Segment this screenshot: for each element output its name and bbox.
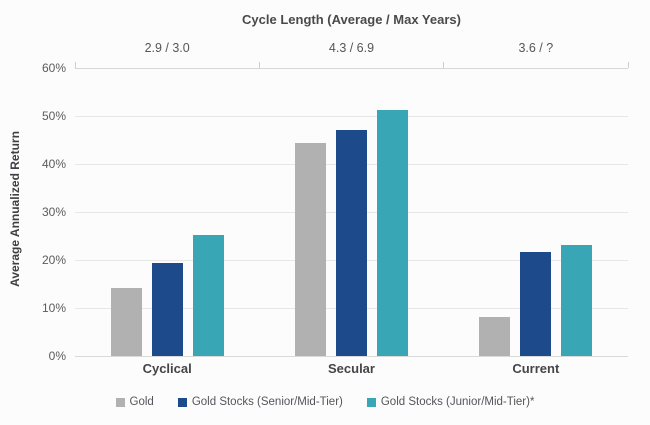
top-axis-tick	[258, 62, 260, 68]
legend-item-series1: Gold	[115, 396, 154, 408]
legend: Gold Gold Stocks (Senior/Mid-Tier) Gold St…	[0, 396, 650, 408]
bar-secular-series2	[336, 130, 367, 356]
y-axis-tick-label: 0%	[48, 349, 66, 363]
legend-swatch-icon	[177, 397, 187, 407]
legend-label: Gold	[129, 396, 154, 408]
top-axis-tick	[443, 62, 445, 68]
bar-current-series1	[479, 316, 511, 356]
gridline	[75, 116, 628, 117]
y-axis-title: Average Annualized Return	[8, 131, 22, 287]
top-axis-tick	[74, 62, 76, 68]
legend-item-series2: Gold Stocks (Senior/Mid-Tier)	[177, 396, 343, 408]
cycle-length-label: 2.9 / 3.0	[144, 41, 190, 55]
y-axis-tick-label: 50%	[41, 109, 66, 123]
legend-label: Gold Stocks (Junior/Mid-Tier)*	[380, 396, 535, 408]
legend-swatch-icon	[366, 397, 376, 407]
x-axis-baseline	[75, 356, 628, 357]
bar-secular-series3	[377, 110, 408, 356]
legend-swatch-icon	[115, 397, 125, 407]
bar-cyclical-series3	[192, 234, 224, 356]
category-label-secular: Secular	[328, 361, 375, 376]
y-axis-tick-label: 30%	[41, 205, 66, 219]
cycle-length-label: 4.3 / 6.9	[328, 41, 375, 55]
category-label-current: Current	[512, 361, 560, 376]
bar-cyclical-series2	[151, 263, 183, 356]
cycle-length-label: 3.6 / ?	[518, 41, 554, 55]
top-axis-tick	[627, 62, 629, 68]
y-axis-tick-label: 60%	[41, 61, 66, 75]
y-axis-tick-label: 40%	[41, 157, 66, 171]
bar-cyclical-series1	[110, 287, 142, 356]
bar-current-series2	[520, 251, 552, 356]
legend-item-series3: Gold Stocks (Junior/Mid-Tier)*	[366, 396, 535, 408]
bar-current-series3	[561, 245, 593, 356]
y-axis-tick-label: 10%	[41, 301, 66, 315]
category-label-cyclical: Cyclical	[142, 361, 192, 376]
chart-title: Cycle Length (Average / Max Years)	[242, 12, 461, 27]
y-axis-tick-label: 20%	[41, 253, 66, 267]
top-axis-line	[75, 68, 628, 69]
legend-label: Gold Stocks (Senior/Mid-Tier)	[191, 396, 343, 408]
bar-secular-series1	[295, 143, 326, 356]
